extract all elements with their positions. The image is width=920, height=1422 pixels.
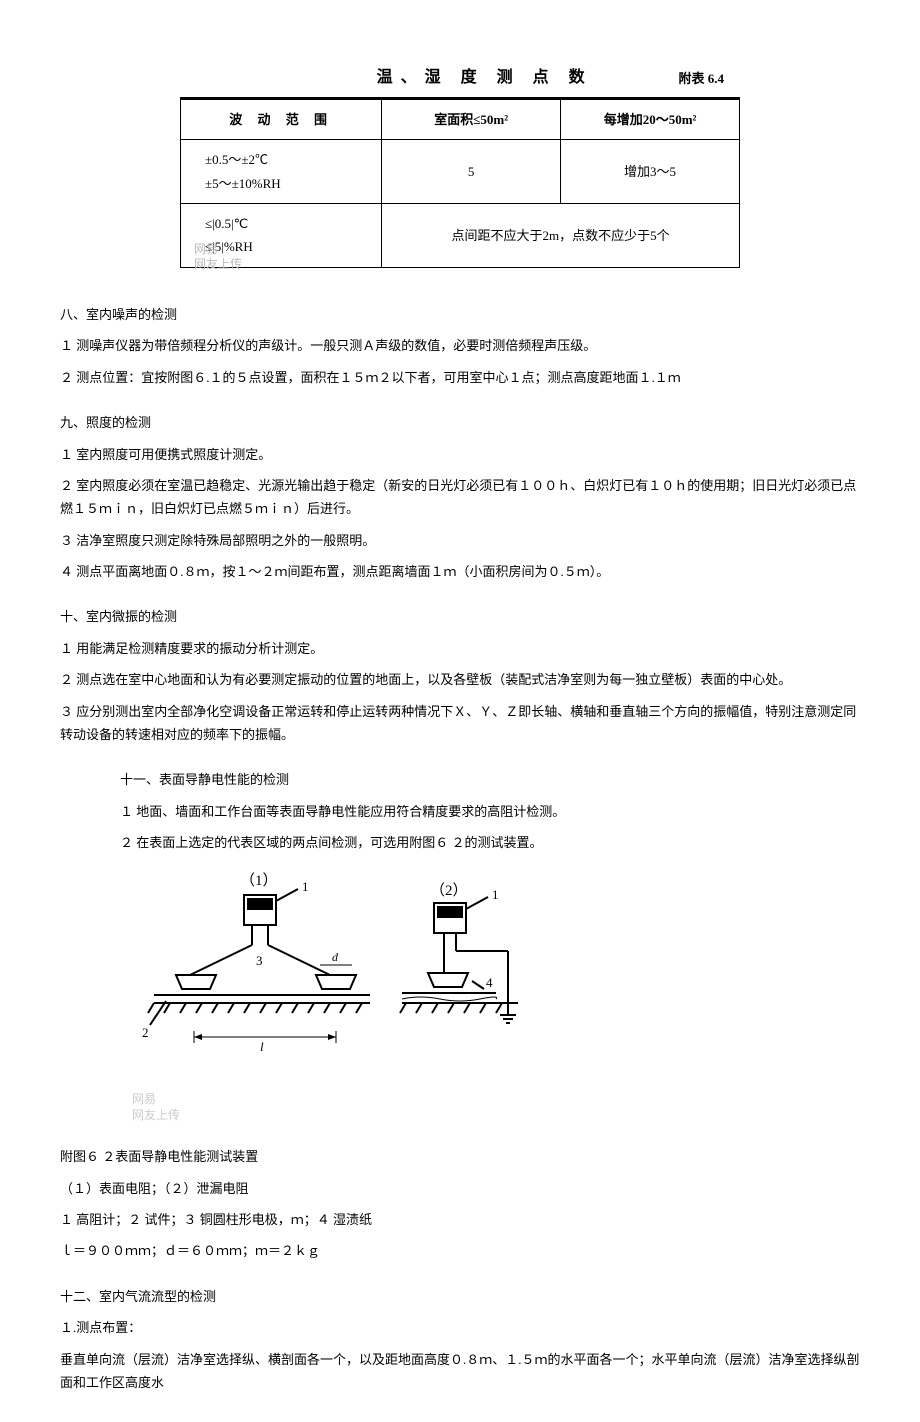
paragraph: 垂直单向流（层流）洁净室选择纵、横剖面各一个，以及距地面高度０.８ｍ、１.５ｍ的… bbox=[60, 1348, 860, 1395]
section-10-title: 十、室内微振的检测 bbox=[60, 605, 860, 628]
section-11-title: 十一、表面导静电性能的检测 bbox=[120, 768, 860, 791]
table-container: 温、湿 度 测 点 数 附表 6.4 波 动 范 围 室面积≤50m² 每增加2… bbox=[180, 60, 740, 273]
paragraph: ２ 室内照度必须在室温已趋稳定、光源光输出趋于稳定（新安的日光灯必须已有１００ｈ… bbox=[60, 474, 860, 521]
col-area: 室面积≤50m² bbox=[382, 99, 561, 139]
svg-text:1: 1 bbox=[302, 879, 309, 894]
section-12-title: 十二、室内气流流型的检测 bbox=[60, 1285, 860, 1308]
cell-v1: 5 bbox=[382, 140, 561, 204]
table-corner-label: 附表 6.4 bbox=[595, 67, 730, 90]
electrostatic-test-diagram: （1） （2） 1 3 bbox=[120, 865, 540, 1102]
section-8-title: 八、室内噪声的检测 bbox=[60, 303, 860, 326]
paragraph: ４ 测点平面离地面０.８ｍ，按１～２ｍ间距布置，测点距离墙面１ｍ（小面积房间为０… bbox=[60, 560, 860, 583]
paragraph: １.测点布置： bbox=[60, 1316, 860, 1339]
svg-text:2: 2 bbox=[142, 1025, 149, 1040]
device-1: 1 3 bbox=[142, 879, 370, 1054]
paragraph: １ 高阻计；２ 试件；３ 铜圆柱形电极，ｍ；４ 湿渍纸 bbox=[60, 1208, 860, 1231]
cell-range-1: ±0.5～±2℃±5～±10%RH bbox=[181, 140, 382, 204]
paragraph: ｌ＝９００ｍｍ；ｄ＝６０ｍｍ；ｍ＝２ｋｇ bbox=[60, 1239, 860, 1262]
diagram-label-1: （1） bbox=[240, 872, 278, 889]
cell-v2: 增加3～5 bbox=[561, 140, 740, 204]
paragraph: １ 用能满足检测精度要求的振动分析计测定。 bbox=[60, 637, 860, 660]
table-title-row: 温、湿 度 测 点 数 附表 6.4 bbox=[180, 60, 740, 99]
paragraph: （１）表面电阻；（２）泄漏电阻 bbox=[60, 1177, 860, 1200]
paragraph: ２ 在表面上选定的代表区域的两点间检测，可选用附图６ ２的测试装置。 bbox=[120, 831, 860, 854]
paragraph: １ 地面、墙面和工作台面等表面导静电性能应用符合精度要求的高阻计检测。 bbox=[120, 800, 860, 823]
col-range: 波 动 范 围 bbox=[181, 99, 382, 139]
svg-text:1: 1 bbox=[492, 887, 499, 902]
section-9-title: 九、照度的检测 bbox=[60, 411, 860, 434]
paragraph: ３ 洁净室照度只测定除特殊局部照明之外的一般照明。 bbox=[60, 529, 860, 552]
paragraph: １ 室内照度可用便携式照度计测定。 bbox=[60, 443, 860, 466]
paragraph: １ 测噪声仪器为带倍频程分析仪的声级计。一般只测Ａ声级的数值，必要时测倍频程声压… bbox=[60, 334, 860, 357]
col-increase: 每增加20～50m² bbox=[561, 99, 740, 139]
svg-text:d: d bbox=[332, 950, 339, 964]
table-title: 温、湿 度 测 点 数 bbox=[374, 64, 595, 93]
diagram-label-2: （2） bbox=[430, 882, 468, 899]
paragraph: ２ 测点位置：宜按附图６.１的５点设置，面积在１５ｍ２以下者，可用室中心１点；测… bbox=[60, 366, 860, 389]
table-header-row: 波 动 范 围 室面积≤50m² 每增加20～50m² bbox=[181, 99, 740, 139]
device-2: 1 4 bbox=[400, 887, 518, 1023]
figure-caption: 附图６ ２表面导静电性能测试装置 bbox=[60, 1145, 860, 1168]
table-row: ±0.5～±2℃±5～±10%RH 5 增加3～5 bbox=[181, 140, 740, 204]
svg-text:3: 3 bbox=[256, 953, 263, 968]
paragraph: ２ 测点选在室中心地面和认为有必要测定振动的位置的地面上，以及各壁板（装配式洁净… bbox=[60, 668, 860, 691]
svg-text:4: 4 bbox=[486, 975, 493, 990]
paragraph: ３ 应分别测出室内全部净化空调设备正常运转和停止运转两种情况下Ｘ、Ｙ、Ｚ即长轴、… bbox=[60, 700, 860, 747]
svg-text:l: l bbox=[260, 1039, 264, 1054]
